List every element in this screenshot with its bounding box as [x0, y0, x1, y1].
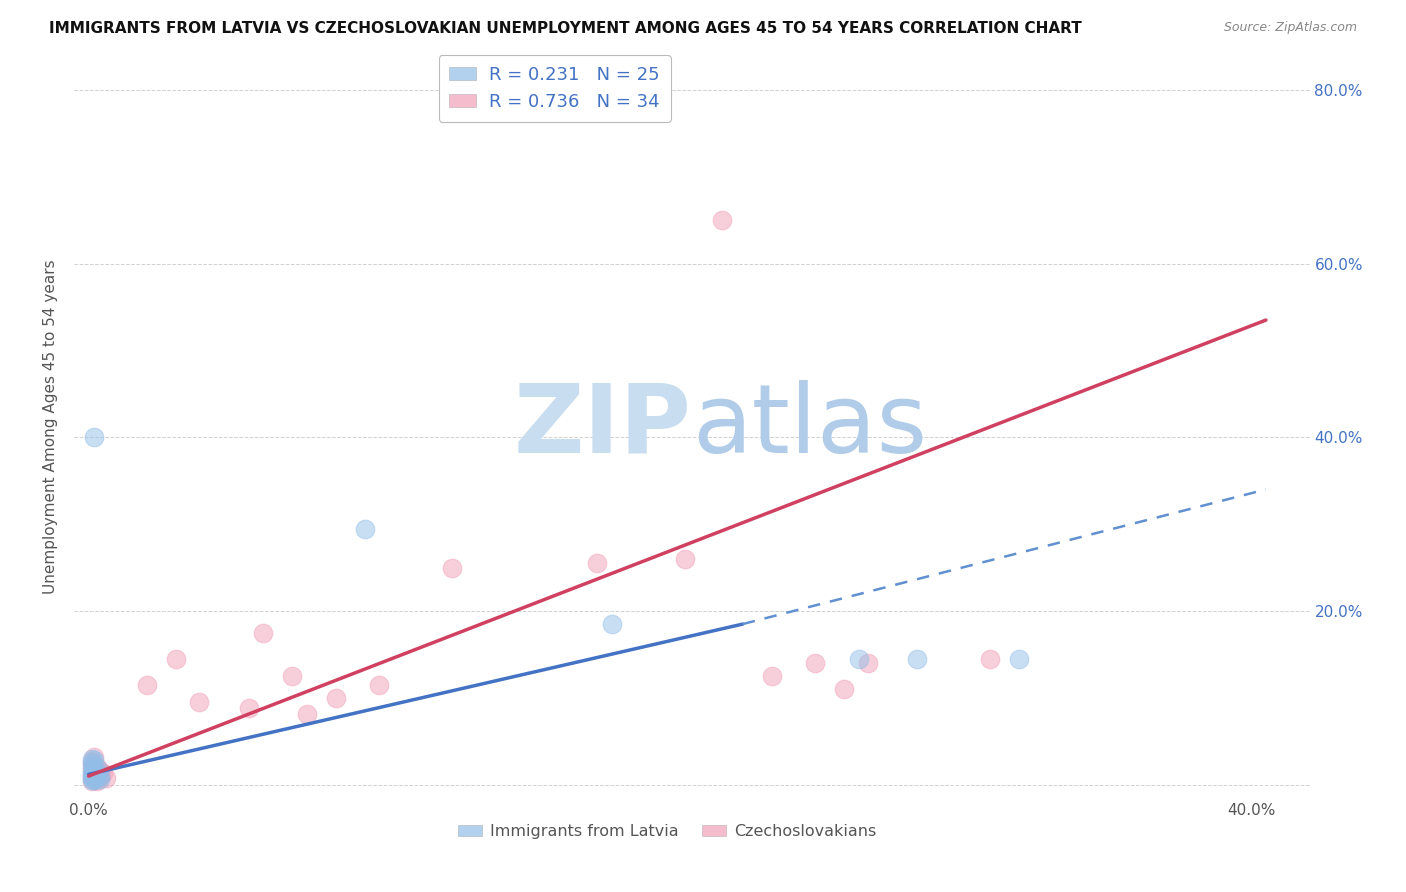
Point — [91, 766, 114, 780]
Point — [89, 764, 111, 778]
Point — [86, 767, 108, 781]
Point — [325, 690, 347, 705]
Point — [188, 695, 211, 709]
Point — [86, 766, 108, 780]
Point — [856, 656, 879, 670]
Point — [673, 552, 696, 566]
Point — [295, 706, 318, 721]
Point — [1008, 652, 1031, 666]
Point — [281, 669, 304, 683]
Point — [252, 625, 274, 640]
Point — [804, 656, 827, 670]
Point — [905, 652, 928, 666]
Point — [83, 771, 105, 785]
Point — [135, 678, 157, 692]
Y-axis label: Unemployment Among Ages 45 to 54 years: Unemployment Among Ages 45 to 54 years — [44, 260, 58, 594]
Point — [600, 617, 623, 632]
Point — [711, 213, 734, 227]
Point — [86, 760, 108, 774]
Point — [440, 560, 463, 574]
Point — [83, 771, 105, 785]
Point — [94, 771, 117, 785]
Point — [80, 774, 103, 789]
Point — [238, 701, 260, 715]
Point — [86, 765, 108, 780]
Point — [83, 758, 105, 772]
Legend: Immigrants from Latvia, Czechoslovakians: Immigrants from Latvia, Czechoslovakians — [451, 818, 883, 846]
Point — [80, 773, 103, 788]
Text: Source: ZipAtlas.com: Source: ZipAtlas.com — [1223, 21, 1357, 34]
Text: atlas: atlas — [692, 380, 927, 473]
Point — [761, 669, 783, 683]
Point — [80, 764, 103, 779]
Point — [586, 556, 609, 570]
Point — [80, 752, 103, 766]
Point — [80, 769, 103, 783]
Point — [86, 774, 108, 789]
Point — [83, 772, 105, 786]
Point — [86, 761, 108, 775]
Point — [80, 767, 103, 781]
Point — [89, 769, 111, 783]
Point — [83, 754, 105, 768]
Point — [80, 756, 103, 770]
Text: ZIP: ZIP — [515, 380, 692, 473]
Point — [848, 652, 870, 666]
Point — [979, 652, 1001, 666]
Point — [83, 430, 105, 444]
Point — [86, 770, 108, 784]
Point — [353, 522, 375, 536]
Point — [89, 769, 111, 783]
Point — [89, 772, 111, 786]
Text: IMMIGRANTS FROM LATVIA VS CZECHOSLOVAKIAN UNEMPLOYMENT AMONG AGES 45 TO 54 YEARS: IMMIGRANTS FROM LATVIA VS CZECHOSLOVAKIA… — [49, 21, 1083, 36]
Point — [83, 768, 105, 782]
Point — [834, 682, 856, 697]
Point — [80, 771, 103, 785]
Point — [368, 678, 391, 692]
Point — [86, 772, 108, 786]
Point — [80, 755, 103, 769]
Point — [80, 762, 103, 776]
Point — [83, 764, 105, 778]
Point — [83, 750, 105, 764]
Point — [165, 652, 187, 666]
Point — [83, 762, 105, 776]
Point — [80, 758, 103, 772]
Point — [83, 772, 105, 787]
